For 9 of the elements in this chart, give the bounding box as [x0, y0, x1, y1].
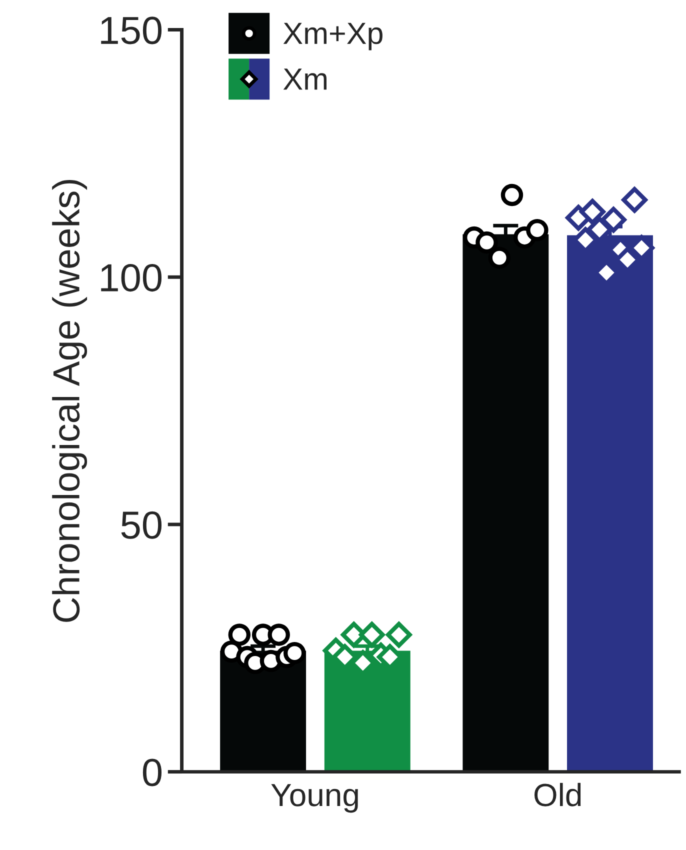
x-tick-label: Old [534, 782, 581, 806]
x-tick-label: Young [271, 784, 358, 813]
legend-label: Xm+Xp [283, 22, 382, 50]
y-tick-label: 50 [121, 511, 162, 539]
y-tick-label: 0 [142, 758, 162, 786]
legend-label: Xm [283, 68, 327, 90]
y-axis-title: Chronological Age (weeks) [52, 180, 88, 622]
y-tick-label: 100 [101, 264, 162, 292]
y-tick-label: 150 [101, 16, 162, 44]
